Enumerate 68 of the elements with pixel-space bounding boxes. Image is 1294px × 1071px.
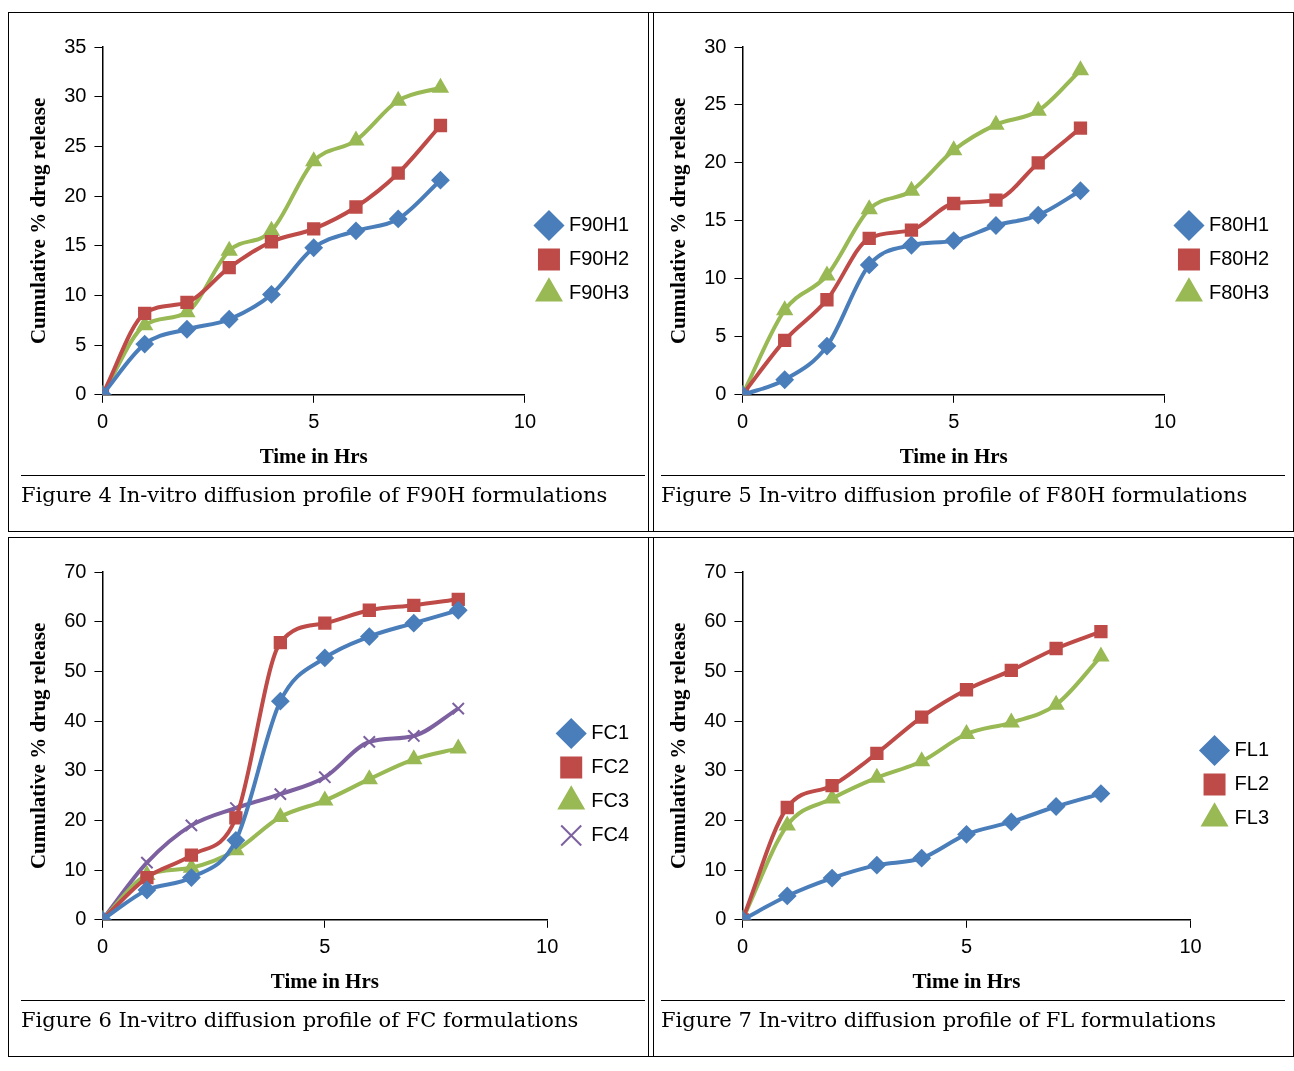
legend-label: FC1 [591, 721, 630, 744]
y-tick-label: 0 [75, 907, 87, 930]
y-tick-label: 60 [64, 609, 87, 632]
y-tick-label: 10 [704, 857, 727, 880]
x-axis-title: Time in Hrs [912, 968, 1021, 993]
y-axis-title: Cumulative % drug release [666, 97, 691, 345]
x-tick-label: 0 [736, 410, 749, 433]
x-tick-label: 5 [319, 935, 331, 958]
x-tick-label: 5 [308, 410, 320, 433]
y-tick-label: 10 [64, 282, 87, 305]
x-tick-label: 10 [1179, 935, 1202, 958]
y-tick-label: 0 [715, 382, 727, 405]
legend-label: F80H2 [1208, 247, 1269, 270]
y-tick-label: 0 [715, 907, 727, 930]
caption: Figure 6 In-vitro diffusion profile of FC formulations [21, 1000, 645, 1035]
y-tick-label: 60 [704, 609, 727, 632]
x-tick-label: 0 [96, 935, 109, 958]
x-tick-label: 0 [736, 935, 749, 958]
legend-label: F80H3 [1208, 281, 1269, 304]
y-tick-label: 70 [704, 559, 727, 582]
legend-label: F80H1 [1208, 213, 1269, 236]
y-tick-label: 5 [715, 324, 727, 347]
x-tick-label: 5 [960, 935, 973, 958]
legend-label: FL2 [1234, 772, 1270, 795]
legend-label: F90H2 [568, 247, 629, 270]
x-tick-label: 10 [536, 935, 559, 958]
legend-label: FC2 [591, 755, 630, 778]
legend-label: F90H3 [568, 281, 629, 304]
legend-label: FL1 [1234, 738, 1270, 761]
x-tick-label: 0 [96, 410, 109, 433]
y-tick-label: 30 [704, 758, 727, 781]
y-tick-label: 20 [704, 807, 727, 830]
caption: Figure 7 In-vitro diffusion profile of FL formulations [661, 1000, 1285, 1035]
y-tick-label: 25 [704, 92, 727, 115]
x-axis-title: Time in Hrs [259, 443, 368, 468]
legend-label: F90H1 [568, 213, 629, 236]
y-tick-label: 0 [75, 382, 87, 405]
x-tick-label: 10 [513, 410, 537, 433]
y-tick-label: 15 [704, 208, 727, 231]
y-axis-title: Cumulative % drug release [26, 97, 51, 345]
legend-label: FC3 [591, 789, 630, 812]
y-tick-label: 35 [64, 34, 87, 57]
y-tick-label: 5 [75, 332, 87, 355]
y-tick-label: 30 [64, 758, 87, 781]
legend-label: FC4 [591, 823, 630, 846]
y-tick-label: 20 [704, 150, 727, 173]
y-tick-label: 50 [64, 658, 87, 681]
y-tick-label: 15 [64, 233, 87, 256]
y-tick-label: 30 [64, 84, 87, 107]
caption: Figure 5 In-vitro diffusion profile of F80H formulations [661, 475, 1285, 510]
legend-label: FL3 [1234, 806, 1270, 829]
y-tick-label: 20 [64, 807, 87, 830]
y-tick-label: 70 [64, 559, 87, 582]
y-tick-label: 40 [704, 708, 727, 731]
y-tick-label: 25 [64, 133, 87, 156]
y-tick-label: 30 [704, 34, 727, 57]
x-axis-title: Time in Hrs [899, 443, 1008, 468]
y-axis-title: Cumulative % drug release [26, 622, 51, 870]
x-tick-label: 10 [1153, 410, 1177, 433]
y-tick-label: 20 [64, 183, 87, 206]
y-tick-label: 40 [64, 708, 87, 731]
y-tick-label: 10 [64, 857, 87, 880]
y-tick-label: 10 [704, 266, 727, 289]
x-tick-label: 5 [948, 410, 960, 433]
y-axis-title: Cumulative % drug release [666, 622, 691, 870]
caption: Figure 4 In-vitro diffusion profile of F90H formulations [21, 475, 645, 510]
x-axis-title: Time in Hrs [270, 968, 379, 993]
y-tick-label: 50 [704, 658, 727, 681]
